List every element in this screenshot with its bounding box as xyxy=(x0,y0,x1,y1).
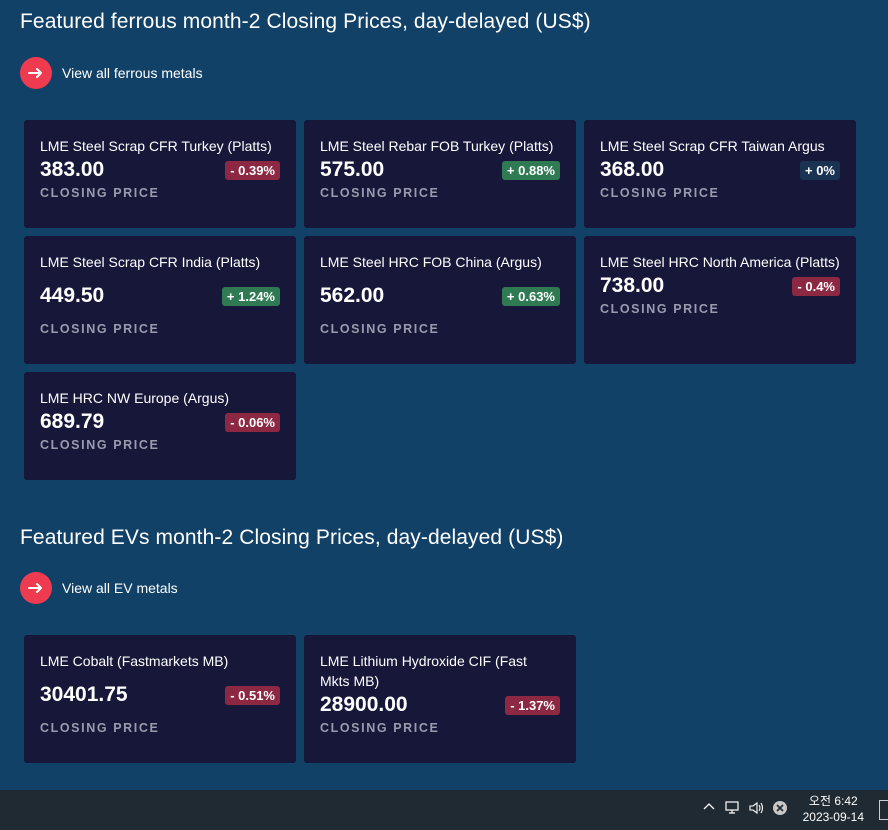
closing-price-label: CLOSING PRICE xyxy=(320,186,440,200)
closing-price-value: 689.79 xyxy=(40,410,105,433)
network-icon[interactable] xyxy=(724,800,742,821)
view-all-ferrous-link[interactable]: View all ferrous metals xyxy=(20,57,203,89)
close-circle-icon[interactable] xyxy=(772,800,788,821)
closing-price-label: CLOSING PRICE xyxy=(320,721,440,735)
card-title: LME Steel Scrap CFR Taiwan Argus xyxy=(600,138,825,154)
change-badge: - 1.37% xyxy=(505,695,560,715)
price-card-steel-rebar-turkey[interactable]: LME Steel Rebar FOB Turkey (Platts) 575.… xyxy=(304,120,576,228)
closing-price-value: 368.00 xyxy=(600,158,665,181)
closing-price-label: CLOSING PRICE xyxy=(40,438,160,452)
volume-icon[interactable] xyxy=(748,800,766,821)
closing-price-label: CLOSING PRICE xyxy=(320,322,440,336)
change-badge: - 0.39% xyxy=(225,160,280,180)
chevron-up-icon[interactable] xyxy=(702,800,716,819)
arrow-right-icon[interactable] xyxy=(20,572,52,604)
closing-price-value: 28900.00 xyxy=(320,693,408,716)
clock-time: 오전 6:42 xyxy=(808,794,858,808)
evs-section-title: Featured EVs month-2 Closing Prices, day… xyxy=(20,526,564,549)
closing-price-label: CLOSING PRICE xyxy=(600,302,720,316)
card-title: LME HRC NW Europe (Argus) xyxy=(40,390,230,406)
view-all-ev-link[interactable]: View all EV metals xyxy=(20,572,178,604)
price-card-steel-hrc-north-america[interactable]: LME Steel HRC North America (Platts) 738… xyxy=(584,236,856,364)
show-desktop-button[interactable] xyxy=(879,800,888,820)
price-card-hrc-nw-europe[interactable]: LME HRC NW Europe (Argus) 689.79 - 0.06%… xyxy=(24,372,296,480)
price-card-lithium-hydroxide[interactable]: LME Lithium Hydroxide CIF (Fast Mkts MB)… xyxy=(304,635,576,763)
change-badge: - 0.4% xyxy=(792,276,840,296)
card-title: LME Lithium Hydroxide CIF (Fast Mkts MB) xyxy=(320,653,527,689)
card-title: LME Steel Scrap CFR India (Platts) xyxy=(40,254,261,270)
price-card-steel-hrc-china[interactable]: LME Steel HRC FOB China (Argus) 562.00 +… xyxy=(304,236,576,364)
closing-price-label: CLOSING PRICE xyxy=(40,186,160,200)
change-badge: + 0% xyxy=(800,160,840,180)
card-title: LME Steel HRC North America (Platts) xyxy=(600,254,840,270)
card-title: LME Steel HRC FOB China (Argus) xyxy=(320,254,542,270)
price-card-steel-scrap-turkey[interactable]: LME Steel Scrap CFR Turkey (Platts) 383.… xyxy=(24,120,296,228)
closing-price-value: 562.00 xyxy=(320,284,385,307)
clock-date: 2023-09-14 xyxy=(802,810,864,824)
view-all-ferrous-label[interactable]: View all ferrous metals xyxy=(62,65,203,81)
arrow-right-icon[interactable] xyxy=(20,57,52,89)
card-title: LME Steel Scrap CFR Turkey (Platts) xyxy=(40,138,272,154)
change-badge: + 0.88% xyxy=(501,160,560,180)
system-clock[interactable]: 오전 6:42 2023-09-14 xyxy=(803,793,864,825)
price-card-cobalt[interactable]: LME Cobalt (Fastmarkets MB) 30401.75 - 0… xyxy=(24,635,296,763)
closing-price-value: 738.00 xyxy=(600,274,665,297)
closing-price-value: 383.00 xyxy=(40,158,105,181)
card-title: LME Cobalt (Fastmarkets MB) xyxy=(40,653,229,669)
closing-price-label: CLOSING PRICE xyxy=(40,322,160,336)
price-card-steel-scrap-india[interactable]: LME Steel Scrap CFR India (Platts) 449.5… xyxy=(24,236,296,364)
change-badge: - 0.06% xyxy=(225,412,280,432)
card-title: LME Steel Rebar FOB Turkey (Platts) xyxy=(320,138,554,154)
closing-price-label: CLOSING PRICE xyxy=(600,186,720,200)
change-badge: - 0.51% xyxy=(225,685,280,705)
price-card-steel-scrap-taiwan[interactable]: LME Steel Scrap CFR Taiwan Argus 368.00 … xyxy=(584,120,856,228)
closing-price-value: 30401.75 xyxy=(40,683,128,706)
closing-price-value: 575.00 xyxy=(320,158,385,181)
closing-price-value: 449.50 xyxy=(40,284,105,307)
ferrous-section-title: Featured ferrous month-2 Closing Prices,… xyxy=(20,10,591,33)
change-badge: + 0.63% xyxy=(501,286,560,306)
change-badge: + 1.24% xyxy=(221,286,280,306)
closing-price-label: CLOSING PRICE xyxy=(40,721,160,735)
view-all-ev-label[interactable]: View all EV metals xyxy=(62,580,178,596)
windows-taskbar: 오전 6:42 2023-09-14 xyxy=(0,790,888,830)
